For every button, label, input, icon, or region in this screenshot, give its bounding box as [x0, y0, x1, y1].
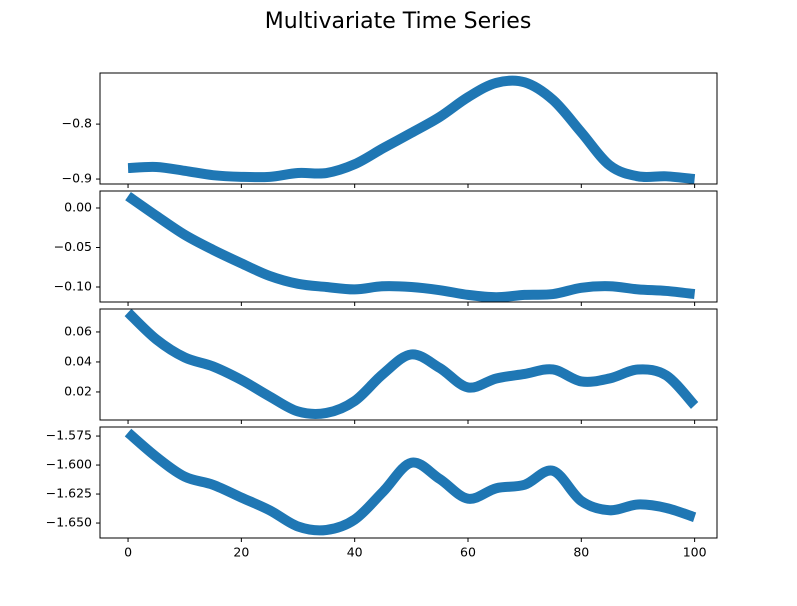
axes-frame: [99, 72, 718, 185]
y-tick-label: 0.00: [64, 199, 92, 214]
y-tick-label: 0.04: [64, 353, 92, 368]
axes-frame: [99, 308, 718, 421]
y-tick-label: −0.05: [54, 239, 92, 254]
x-tick-label: 80: [573, 545, 589, 560]
y-tick-label: −1.650: [46, 515, 92, 530]
y-tick-label: −1.600: [46, 457, 92, 472]
y-tick-label: −0.9: [62, 171, 92, 186]
series-line: [124, 309, 699, 419]
y-tick-label: 0.06: [64, 323, 92, 338]
axes-frame: [99, 426, 718, 539]
series-line: [124, 428, 697, 536]
series-line: [125, 192, 696, 302]
x-tick-label: 0: [124, 545, 132, 560]
figure-title: Multivariate Time Series: [265, 9, 532, 34]
y-tick-label: 0.02: [64, 383, 92, 398]
y-tick-label: −1.575: [46, 428, 92, 443]
y-tick-label: −0.10: [54, 278, 92, 293]
x-tick-label: 20: [233, 545, 249, 560]
x-tick-label: 40: [347, 545, 363, 560]
series-line: [127, 75, 696, 184]
y-tick-label: −0.8: [62, 116, 92, 131]
x-tick-label: 100: [683, 545, 707, 560]
x-tick-label: 60: [460, 545, 476, 560]
y-tick-label: −1.625: [46, 486, 92, 501]
axes-frame: [99, 190, 718, 303]
